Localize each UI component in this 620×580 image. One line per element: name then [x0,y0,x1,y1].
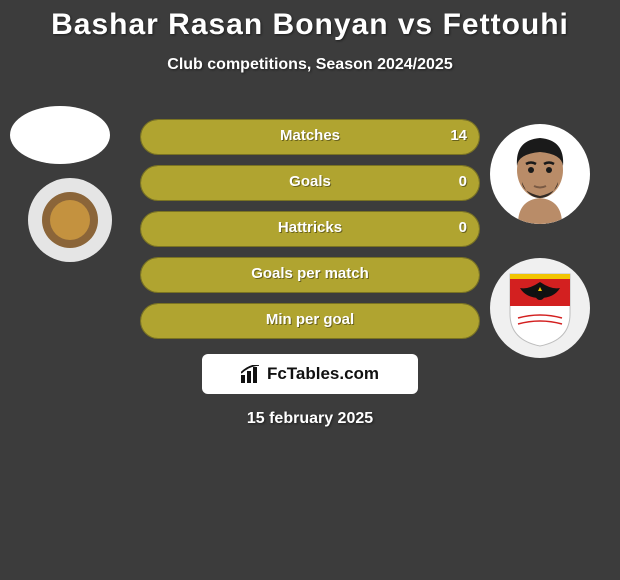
stat-bar: Min per goal [140,303,480,339]
bar-value-right: 0 [459,173,467,190]
bar-value-right: 14 [450,127,467,144]
page-title: Bashar Rasan Bonyan vs Fettouhi [0,0,620,42]
bar-label: Hattricks [141,219,479,236]
player-left-avatar [10,106,110,164]
stat-bar: Goals0 [140,165,480,201]
player-right-avatar [490,124,590,224]
bar-label: Min per goal [141,311,479,328]
bar-value-right: 0 [459,219,467,236]
fctables-logo[interactable]: FcTables.com [202,354,418,394]
player-right-face-icon [490,124,590,224]
club-right-shield-icon [506,268,574,348]
bar-label: Goals per match [141,265,479,282]
club-right-badge [490,258,590,358]
stat-bars: Matches14Goals0Hattricks0Goals per match… [140,119,480,349]
stat-bar: Hattricks0 [140,211,480,247]
bar-label: Matches [141,127,479,144]
stat-bar: Matches14 [140,119,480,155]
comparison-date: 15 february 2025 [0,410,620,428]
page-subtitle: Club competitions, Season 2024/2025 [0,56,620,74]
bar-chart-icon [241,365,261,383]
comparison-page: Bashar Rasan Bonyan vs Fettouhi Club com… [0,0,620,580]
club-left-badge [28,178,112,262]
stat-bar: Goals per match [140,257,480,293]
club-left-badge-inner [42,192,98,248]
club-left-badge-core [50,200,90,240]
logo-text: FcTables.com [267,364,379,384]
bar-label: Goals [141,173,479,190]
